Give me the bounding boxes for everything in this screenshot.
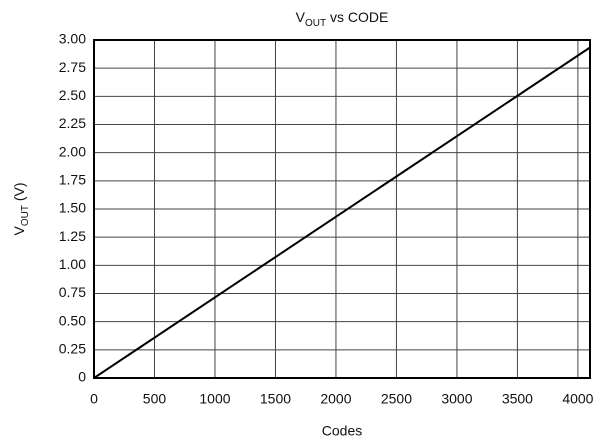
y-tick-label: 1.25 [59, 228, 86, 244]
y-tick-label: 1.50 [59, 200, 86, 216]
y-axis-label-text: (V) [11, 182, 27, 205]
plot-frame [93, 39, 591, 379]
y-axis-label-sub: OUT [20, 205, 31, 226]
chart-title-text: vs CODE [326, 9, 388, 25]
y-tick-label: 0.25 [59, 341, 86, 357]
x-tick-label: 3500 [502, 391, 533, 407]
y-tick-label: 2.25 [59, 115, 86, 131]
y-tick-label: 0.75 [59, 284, 86, 300]
chart-title-base: V [296, 9, 306, 25]
y-tick-label: 0.50 [59, 312, 86, 328]
y-tick-label: 3.00 [59, 31, 86, 47]
x-tick-label: 1000 [199, 391, 230, 407]
y-axis-label-base: V [11, 226, 27, 236]
x-tick-label: 3000 [441, 391, 472, 407]
x-tick-label: 4000 [562, 391, 593, 407]
y-tick-label: 2.50 [59, 87, 86, 103]
x-tick-label: 2500 [381, 391, 412, 407]
x-tick-label: 0 [90, 391, 98, 407]
y-tick-label: 1.00 [59, 256, 86, 272]
x-axis-label: Codes [322, 423, 362, 439]
y-tick-label: 2.75 [59, 59, 86, 75]
x-tick-label: 2000 [320, 391, 351, 407]
chart-title: VOUT vs CODE [296, 9, 389, 29]
y-axis-label: VOUT (V) [11, 182, 31, 235]
chart-title-sub: OUT [305, 18, 326, 29]
y-tick-label: 0 [78, 369, 86, 385]
y-tick-label: 1.75 [59, 172, 86, 188]
data-line [93, 47, 590, 379]
x-tick-label: 1500 [260, 391, 291, 407]
x-tick-label: 500 [143, 391, 167, 407]
y-tick-label: 2.00 [59, 143, 86, 159]
